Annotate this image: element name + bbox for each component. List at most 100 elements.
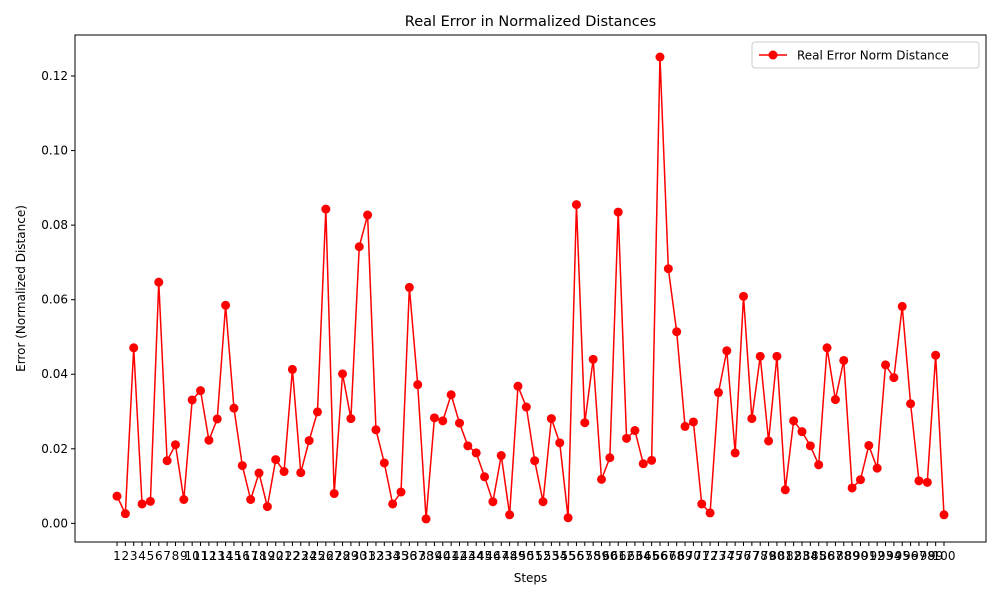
data-point: [613, 207, 623, 217]
x-tick-label: 62: [619, 549, 634, 563]
data-point: [421, 514, 431, 524]
x-tick-label: 52: [535, 549, 550, 563]
data-point: [329, 489, 339, 499]
x-tick-label: 6: [155, 549, 163, 563]
data-point: [237, 461, 247, 471]
x-tick-label: 68: [669, 549, 684, 563]
y-axis: 0.00 0.02 0.04 0.06 0.08 0.10 0.12: [41, 69, 75, 530]
data-point: [755, 351, 765, 361]
data-point: [914, 476, 924, 486]
x-tick-label: 64: [636, 549, 651, 563]
x-tick-label: 50: [519, 549, 534, 563]
x-tick-label: 30: [352, 549, 367, 563]
x-tick-label: 32: [368, 549, 383, 563]
x-tick-label: 22: [285, 549, 300, 563]
x-tick-label: 16: [235, 549, 250, 563]
data-point: [839, 355, 849, 365]
data-point: [413, 380, 423, 390]
data-point: [521, 402, 531, 412]
x-tick-label: 95: [895, 549, 910, 563]
data-point: [379, 458, 389, 468]
x-tick-label: 26: [318, 549, 333, 563]
legend: Real Error Norm Distance: [751, 41, 980, 69]
data-point: [805, 441, 815, 451]
x-tick-label: 45: [477, 549, 492, 563]
data-point: [605, 453, 615, 463]
x-tick-label: 74: [719, 549, 734, 563]
x-tick-label: 21: [276, 549, 291, 563]
x-tick-label: 38: [418, 549, 433, 563]
data-point: [296, 468, 306, 478]
x-tick-label: 65: [644, 549, 659, 563]
x-tick-label: 1: [113, 549, 121, 563]
data-point: [312, 407, 322, 417]
data-point: [705, 508, 715, 518]
data-point: [120, 509, 130, 519]
data-point: [939, 510, 949, 520]
data-point: [780, 485, 790, 495]
x-tick-label: 72: [702, 549, 717, 563]
data-point: [571, 200, 581, 210]
data-point: [279, 467, 289, 477]
data-point: [881, 360, 891, 370]
data-point: [647, 455, 657, 465]
x-tick-label: 78: [753, 549, 768, 563]
x-tick-label: 47: [494, 549, 509, 563]
data-point: [221, 300, 231, 310]
x-tick-label: 80: [769, 549, 784, 563]
x-tick-label: 90: [853, 549, 868, 563]
y-tick-label: 0.06: [41, 293, 68, 307]
x-tick-label: 46: [485, 549, 500, 563]
x-tick-label: 56: [569, 549, 584, 563]
data-point: [814, 460, 824, 470]
x-tick-label: 60: [602, 549, 617, 563]
x-tick-label: 48: [502, 549, 517, 563]
y-axis-title: Error (Normalized Distance): [14, 205, 28, 372]
x-tick-label: 43: [460, 549, 475, 563]
data-point: [638, 459, 648, 469]
x-tick-label: 37: [410, 549, 425, 563]
x-tick-label: 69: [677, 549, 692, 563]
x-tick-label: 39: [427, 549, 442, 563]
data-point: [287, 364, 297, 374]
data-point: [864, 440, 874, 450]
x-tick-label: 99: [928, 549, 943, 563]
data-point: [179, 495, 189, 505]
data-point: [505, 510, 515, 520]
data-point: [622, 433, 632, 443]
x-tick-label: 2: [122, 549, 130, 563]
data-point: [137, 499, 147, 509]
data-point: [580, 418, 590, 428]
x-tick-label: 20: [268, 549, 283, 563]
legend-marker-swatch: [768, 50, 778, 60]
x-tick-label: 14: [218, 549, 233, 563]
data-point: [196, 386, 206, 396]
data-point: [663, 264, 673, 274]
x-axis-title: Steps: [514, 571, 548, 585]
x-tick-label: 87: [828, 549, 843, 563]
y-tick-label: 0.10: [41, 144, 68, 158]
data-point: [346, 414, 356, 424]
data-point: [847, 483, 857, 493]
x-tick-label: 51: [527, 549, 542, 563]
data-point: [262, 502, 272, 512]
x-tick-label: 92: [870, 549, 885, 563]
x-tick-label: 15: [226, 549, 241, 563]
data-point: [739, 291, 749, 301]
data-point: [354, 242, 364, 252]
data-point: [797, 427, 807, 437]
data-point: [162, 456, 172, 466]
y-tick-label: 0.00: [41, 516, 68, 530]
data-point: [697, 499, 707, 509]
x-tick-label: 53: [544, 549, 559, 563]
data-point: [906, 399, 916, 409]
data-point: [438, 416, 448, 426]
x-tick-label: 7: [163, 549, 171, 563]
data-point: [872, 463, 882, 473]
data-point: [597, 474, 607, 484]
x-tick-label: 44: [469, 549, 484, 563]
x-tick-label: 79: [761, 549, 776, 563]
y-tick-label: 0.04: [41, 367, 68, 381]
data-point: [229, 403, 239, 413]
data-point: [463, 441, 473, 451]
